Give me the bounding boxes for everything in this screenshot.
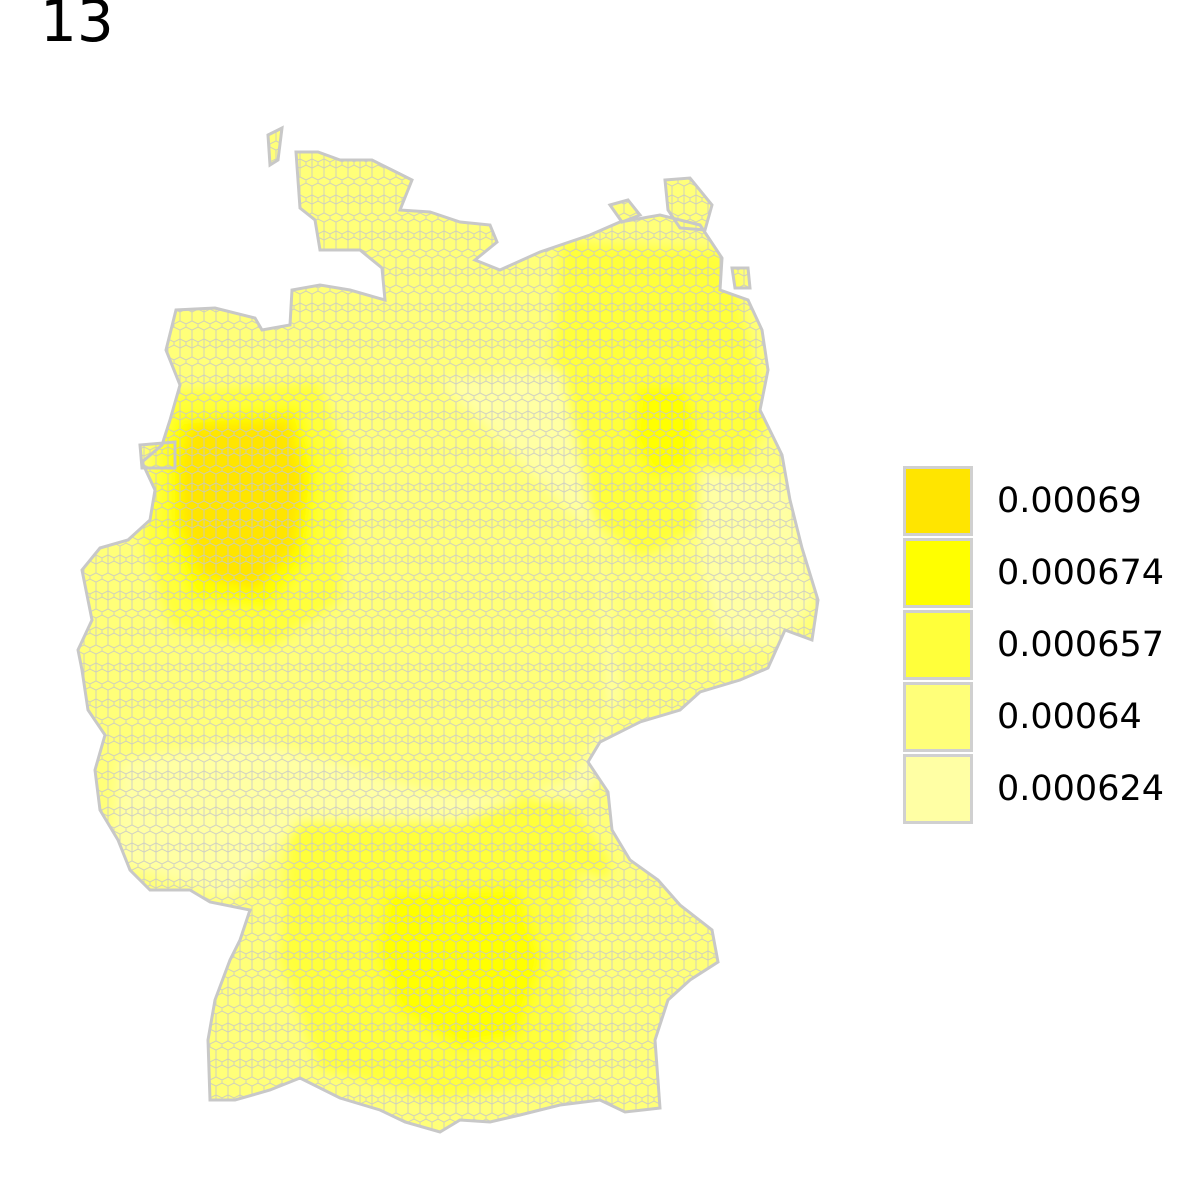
legend-swatch bbox=[903, 754, 973, 824]
legend: 0.00069 0.000674 0.000657 0.00064 0.000624 bbox=[903, 466, 1193, 826]
legend-swatch bbox=[903, 466, 973, 536]
legend-item: 0.000657 bbox=[903, 610, 1193, 682]
legend-item: 0.00064 bbox=[903, 682, 1193, 754]
legend-swatch bbox=[903, 538, 973, 608]
legend-label: 0.00069 bbox=[997, 481, 1142, 521]
legend-swatch bbox=[903, 610, 973, 680]
legend-label: 0.00064 bbox=[997, 697, 1142, 737]
legend-label: 0.000657 bbox=[997, 625, 1165, 665]
legend-item: 0.000674 bbox=[903, 538, 1193, 610]
legend-label: 0.000624 bbox=[997, 769, 1165, 809]
map-title: 13 bbox=[40, 0, 114, 55]
legend-item: 0.000624 bbox=[903, 754, 1193, 826]
legend-label: 0.000674 bbox=[997, 553, 1165, 593]
legend-item: 0.00069 bbox=[903, 466, 1193, 538]
legend-swatch bbox=[903, 682, 973, 752]
